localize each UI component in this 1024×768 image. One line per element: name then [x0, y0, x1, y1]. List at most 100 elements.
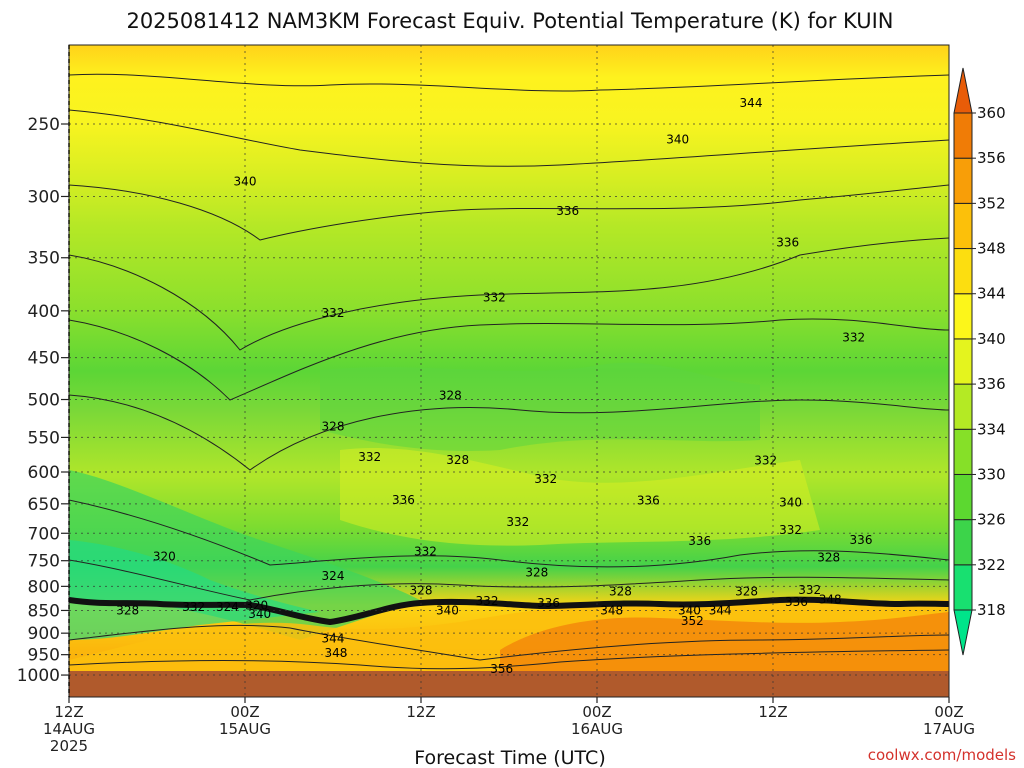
y-tick-label: 850 — [28, 601, 60, 621]
contour-label: 332 — [754, 454, 777, 468]
contour-label: 332 — [476, 594, 499, 608]
colorbar-label: 360 — [977, 104, 1006, 122]
gridlines — [69, 45, 949, 697]
x-tick-label: 00Z — [230, 703, 259, 721]
contour-label: 332 — [483, 291, 506, 305]
x-tick-label: 00Z — [934, 703, 963, 721]
contour-label: 324 — [322, 569, 345, 583]
colorbar-label: 334 — [977, 420, 1006, 438]
contour-label: 320 — [153, 549, 176, 563]
y-tick-label: 700 — [28, 524, 60, 544]
contour-low-1 — [69, 559, 949, 601]
contour-label: 320 — [245, 599, 268, 613]
colorbar-label: 344 — [977, 285, 1006, 303]
colorbar-label: 348 — [977, 240, 1006, 258]
contour-low-2 — [69, 624, 949, 661]
contour-label: 340 — [248, 607, 271, 621]
contour-label: 340 — [436, 603, 459, 617]
y-tick-label: 400 — [28, 302, 60, 322]
contour-upper-1 — [69, 73, 949, 92]
contour-label: 336 — [556, 204, 579, 218]
contour-label: 328 — [116, 603, 139, 617]
x-tick-label: 14AUG — [43, 720, 95, 738]
colorbar-segment — [953, 473, 973, 521]
credit-text: coolwx.com/models — [868, 746, 1016, 764]
contour-label: 348 — [324, 646, 347, 660]
contour-label: 336 — [776, 236, 799, 250]
green-mid-core — [320, 362, 760, 451]
y-tick-label: 450 — [28, 349, 60, 369]
contour-label: 340 — [666, 133, 689, 147]
inversion-band — [69, 596, 949, 626]
contour-label: 332 — [414, 545, 437, 559]
colorbar-segment — [953, 519, 973, 566]
contour-label: 332 — [798, 583, 821, 597]
y-tick-label: 600 — [28, 463, 60, 483]
contour-label: 344 — [322, 631, 345, 645]
x-tick-label: 12Z — [54, 703, 83, 721]
colorbar-segment — [953, 338, 973, 385]
colorbar-segment — [953, 157, 973, 204]
x-tick-label: 16AUG — [571, 720, 623, 738]
contour-label: 336 — [637, 494, 660, 508]
colorbar-label: 352 — [977, 194, 1006, 212]
contour-label: 328 — [410, 583, 433, 597]
x-tick-label: 00Z — [582, 703, 611, 721]
colorbar-label: 326 — [977, 511, 1006, 529]
contour-label: 352 — [681, 614, 704, 628]
y-tick-label: 550 — [28, 428, 60, 448]
contour-label: 328 — [609, 584, 632, 598]
contour-mid-1 — [69, 318, 949, 401]
y-tick-label: 750 — [28, 552, 60, 572]
x-tick-label: 12Z — [406, 703, 435, 721]
colorbar-segment — [953, 202, 973, 250]
contour-label: 348 — [819, 593, 842, 607]
colorbar-segment — [953, 248, 973, 295]
contour-label: 328 — [817, 551, 840, 565]
colorbar-label: 330 — [977, 465, 1006, 483]
y-tick-label: 650 — [28, 495, 60, 515]
contour-label: 328 — [439, 389, 462, 403]
colorbar: 318 322 326 330 334 336 340 344 348 352 356 360 — [953, 67, 1006, 656]
contour-label: 332 — [779, 523, 802, 537]
colorbar-label: 336 — [977, 375, 1006, 393]
y-tick-label: 950 — [28, 646, 60, 666]
colorbar-segment — [953, 564, 973, 611]
contour-label: 348 — [600, 603, 623, 617]
colorbar-segment — [953, 293, 973, 340]
colorbar-label: 318 — [977, 601, 1006, 619]
teal-lowlevel — [69, 540, 320, 640]
contour-low-3 — [69, 649, 949, 670]
colorbar-label: 356 — [977, 149, 1006, 167]
contour-label: 336 — [688, 534, 711, 548]
colorbar-bottom-triangle — [953, 609, 973, 656]
contour-label: 344 — [709, 603, 732, 617]
contour-label: 332 — [534, 472, 557, 486]
y-tick-label: 1000 — [17, 666, 60, 686]
x-tick-label: 2025 — [50, 737, 88, 755]
y-tick-label: 250 — [28, 115, 60, 135]
y-tick-label: 350 — [28, 249, 60, 269]
contour-label: 336 — [392, 493, 415, 507]
contour-label: 332 — [358, 450, 381, 464]
contour-label: 344 — [740, 96, 763, 110]
x-tick-label: 17AUG — [923, 720, 975, 738]
contour-label: 336 — [785, 595, 808, 609]
contour-mid-3 — [69, 499, 949, 568]
contour-label: 340 — [678, 603, 701, 617]
x-axis-label: Forecast Time (UTC) — [414, 747, 605, 768]
colorbar-label: 340 — [977, 330, 1006, 348]
contour-label: 328 — [735, 584, 758, 598]
contour-label: 332 — [322, 306, 345, 320]
y-tick-label: 800 — [28, 577, 60, 597]
colorbar-label: 322 — [977, 556, 1006, 574]
x-tick-label: 12Z — [758, 703, 787, 721]
y-axis: 250 300 350 400 450 500 550 600 650 700 750 800 850 9… — [17, 115, 69, 686]
contour-label: 328 — [322, 419, 345, 433]
colorbar-segment — [953, 428, 973, 475]
contour-label: 336 — [537, 596, 560, 610]
y-tick-label: 500 — [28, 391, 60, 411]
